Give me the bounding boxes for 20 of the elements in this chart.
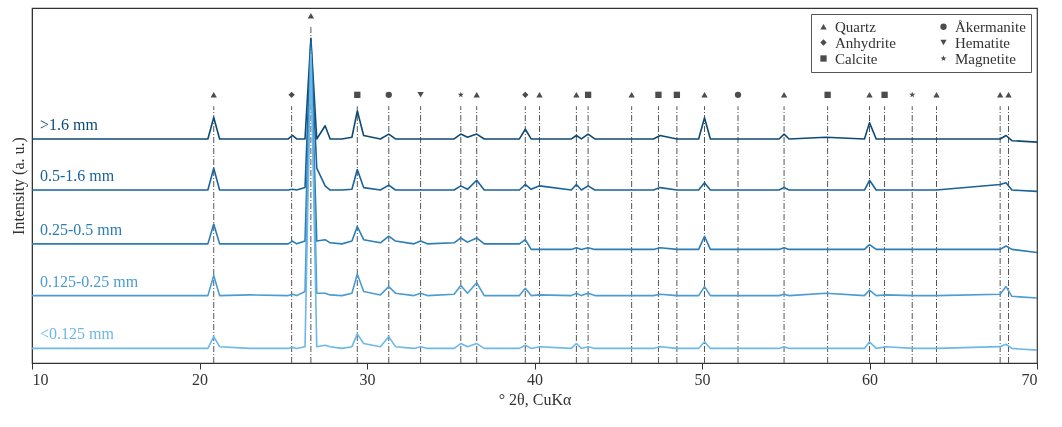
legend-label: Magnetite <box>955 50 1017 67</box>
x-tick-label: 10 <box>32 370 49 388</box>
legend-label: Quartz <box>835 18 877 35</box>
x-tick-label: 40 <box>527 370 543 388</box>
x-tick-label: 30 <box>359 370 376 388</box>
x-tick-label: 70 <box>1021 370 1038 388</box>
series-label: <0.125 mm <box>40 325 115 343</box>
y-axis-title: Intensity (a. u.) <box>9 137 28 235</box>
series-label: 0.125-0.25 mm <box>40 272 139 290</box>
x-axis-title: ° 2θ, CuKα <box>498 390 572 408</box>
series-label: 0.25-0.5 mm <box>40 220 123 238</box>
legend-label: Anhydrite <box>835 34 897 51</box>
legend-label: Hematite <box>955 34 1011 51</box>
x-tick-label: 20 <box>192 370 208 388</box>
x-tick-label: 50 <box>694 370 711 388</box>
x-tick-label: 60 <box>862 370 878 388</box>
legend-label: Åkermanite <box>955 18 1027 35</box>
series-label: >1.6 mm <box>40 115 99 133</box>
legend-label: Calcite <box>835 50 878 67</box>
series-label: 0.5-1.6 mm <box>40 167 115 185</box>
